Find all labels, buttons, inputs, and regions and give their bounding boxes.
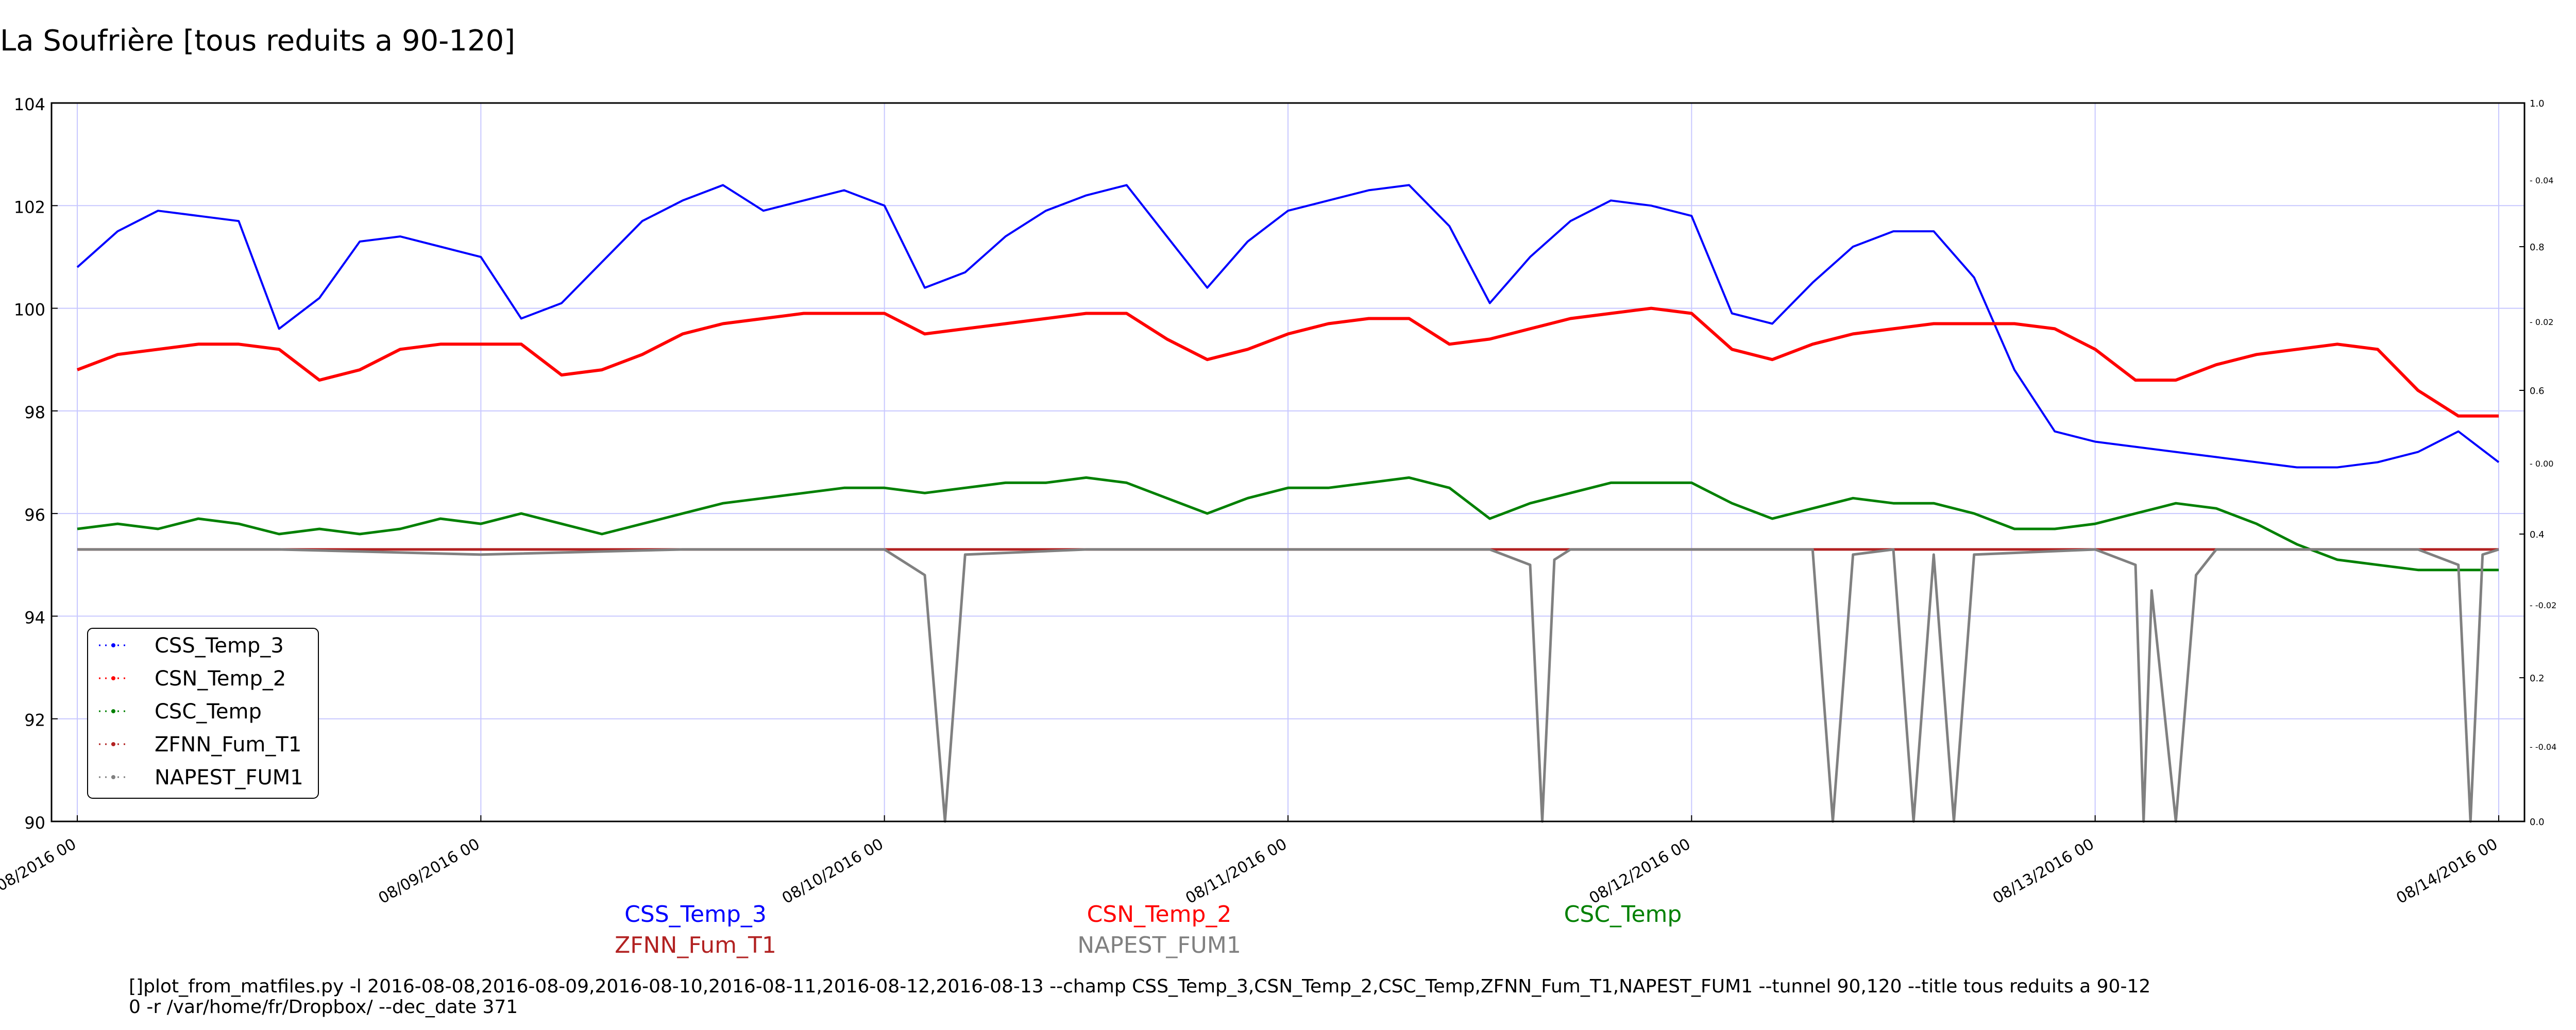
x-tick-label: 08/13/2016 00 <box>1990 835 2097 908</box>
grid-lines <box>52 102 2524 822</box>
series-csn-temp-2-line <box>76 306 2499 418</box>
y-tick-label: 104 <box>14 95 45 114</box>
series-csc-temp-line <box>77 476 2499 572</box>
legend-marker <box>111 742 115 746</box>
series-css-temp-3-line <box>76 184 2500 469</box>
y-tick-label: 90 <box>24 813 45 833</box>
right-minor-tick-label: - -0.02 <box>2530 600 2556 610</box>
caption-series-label: CSN_Temp_2 <box>1087 901 1232 928</box>
caption-series-label: NAPEST_FUM1 <box>1077 932 1241 958</box>
y-tick-label: 96 <box>24 505 45 525</box>
x-tick-label: 08/09/2016 00 <box>376 835 483 908</box>
legend-marker <box>111 676 115 680</box>
legend-label: CSS_Temp_3 <box>155 634 284 658</box>
right-tick-label: 0.2 <box>2530 673 2545 684</box>
command-line-1: []plot_from_matfiles.py -l 2016-08-08,20… <box>129 976 2151 997</box>
right-minor-tick-label: - -0.04 <box>2530 742 2556 752</box>
right-tick-label: 0.8 <box>2530 242 2545 253</box>
x-tick-label: 08/08/2016 00 <box>0 835 79 908</box>
legend-marker <box>111 775 115 779</box>
x-axis: 08/08/2016 00 08/09/2016 00 08/10/2016 00 0… <box>0 815 2501 907</box>
right-minor-tick-label: - 0.02 <box>2530 317 2553 327</box>
caption-series-label: ZFNN_Fum_T1 <box>615 932 776 958</box>
x-tick-label: 08/10/2016 00 <box>779 835 887 908</box>
legend-label: CSN_Temp_2 <box>155 667 286 691</box>
y-tick-label: 92 <box>24 711 45 730</box>
legend: CSS_Temp_3 CSN_Temp_2 CSC_Temp ZFNN_Fum_T1 N… <box>87 628 319 799</box>
right-minor-tick-label: - 0.00 <box>2530 459 2553 469</box>
y-tick-label: 98 <box>24 403 45 422</box>
series-caption: CSS_Temp_3 CSN_Temp_2 CSC_Temp ZFNN_Fum_T1 N… <box>615 901 1682 958</box>
chart-title: La Soufrière [tous reduits a 90-120] <box>0 24 515 58</box>
right-tick-label: 0.4 <box>2530 529 2545 540</box>
legend-marker <box>111 643 115 647</box>
legend-label: CSC_Temp <box>155 700 262 724</box>
y-tick-label: 94 <box>24 608 45 627</box>
legend-box <box>87 628 319 799</box>
x-tick-label: 08/11/2016 00 <box>1182 835 1290 908</box>
legend-label: ZFNN_Fum_T1 <box>155 733 301 757</box>
caption-series-label: CSC_Temp <box>1564 901 1682 928</box>
y-axis: 90 92 94 96 98 100 102 104 <box>14 95 58 833</box>
command-line-2: 0 -r /var/home/fr/Dropbox/ --dec_date 37… <box>129 997 518 1018</box>
x-tick-label: 08/14/2016 00 <box>2393 835 2501 908</box>
right-tick-label: 1.0 <box>2530 98 2545 109</box>
right-tick-label: 0.0 <box>2530 817 2545 828</box>
legend-marker <box>111 709 115 713</box>
x-tick-label: 08/12/2016 00 <box>1586 835 1694 908</box>
y-tick-label: 102 <box>14 197 45 217</box>
legend-label: NAPEST_FUM1 <box>155 766 303 789</box>
series-lines <box>76 184 2500 823</box>
caption-series-label: CSS_Temp_3 <box>624 901 767 928</box>
right-minor-tick-label: - 0.04 <box>2530 176 2553 185</box>
right-axis: 0.0 0.2 0.4 0.6 0.8 1.0 - -0.04 - -0.02 - 0.00 - … <box>2519 98 2556 828</box>
y-tick-label: 100 <box>14 300 45 320</box>
right-tick-label: 0.6 <box>2530 386 2545 397</box>
